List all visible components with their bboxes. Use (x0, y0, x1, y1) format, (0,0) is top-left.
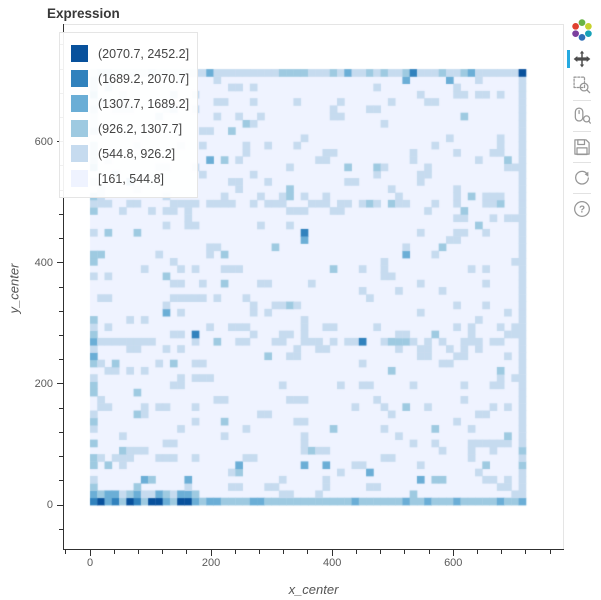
x-major-tick (331, 550, 333, 556)
y-minor-tick (59, 238, 63, 240)
y-axis-line (63, 24, 64, 550)
pan-icon (573, 50, 591, 68)
wheel-zoom-tool-button[interactable] (568, 105, 596, 127)
toolbar: ? (565, 17, 599, 222)
active-tool-indicator (567, 50, 570, 68)
legend-item: (1307.7, 1689.2] (60, 91, 197, 116)
legend-item: (1689.2, 2070.7] (60, 66, 197, 91)
x-minor-tick (186, 550, 188, 554)
bokeh-logo[interactable] (569, 17, 595, 43)
y-major-tick (57, 504, 63, 506)
reset-icon (575, 170, 589, 185)
x-axis-line (63, 549, 564, 550)
plot-title: Expression (47, 6, 120, 21)
x-minor-tick (355, 550, 357, 554)
y-minor-tick (59, 480, 63, 482)
legend-swatch (71, 95, 88, 112)
toolbar-separator (573, 162, 591, 163)
legend-label: (1689.2, 2070.7] (98, 71, 190, 86)
x-minor-tick (307, 550, 309, 554)
x-minor-tick (476, 550, 478, 554)
svg-text:?: ? (579, 204, 585, 215)
x-minor-tick (501, 550, 503, 554)
help-icon: ? (574, 201, 590, 217)
x-major-tick (452, 550, 454, 556)
legend-item: (2070.7, 2452.2] (60, 41, 197, 66)
x-minor-tick (259, 550, 261, 554)
x-minor-tick (283, 550, 285, 554)
y-minor-tick (59, 213, 63, 215)
x-tick-label: 0 (86, 557, 94, 569)
legend-swatch (71, 145, 88, 162)
help-tool-button[interactable]: ? (568, 198, 596, 220)
x-tick-label: 200 (201, 557, 221, 569)
y-minor-tick (59, 407, 63, 409)
toolbar-separator (573, 193, 591, 194)
legend-label: (544.8, 926.2] (98, 146, 176, 161)
legend-label: (2070.7, 2452.2] (98, 46, 190, 61)
x-major-tick (210, 550, 212, 556)
y-tick-label: 400 (34, 256, 53, 269)
reset-tool-button[interactable] (568, 167, 596, 189)
x-minor-tick (404, 550, 406, 554)
pan-tool-button[interactable] (567, 48, 596, 70)
x-minor-tick (525, 550, 527, 554)
legend-item: (926.2, 1307.7] (60, 116, 197, 141)
y-minor-tick (59, 359, 63, 361)
y-major-tick (57, 383, 63, 385)
y-minor-tick (59, 456, 63, 458)
x-minor-tick (137, 550, 139, 554)
x-minor-tick (162, 550, 164, 554)
x-minor-tick (428, 550, 430, 554)
x-minor-tick (65, 550, 67, 554)
legend-swatch (71, 45, 88, 62)
box-zoom-tool-button[interactable] (568, 74, 596, 96)
y-minor-tick (59, 431, 63, 433)
legend-swatch (71, 170, 88, 187)
legend-label: (926.2, 1307.7] (98, 121, 183, 136)
x-axis-title: x_center (288, 582, 339, 597)
y-minor-tick (59, 286, 63, 288)
x-tick-label: 600 (444, 557, 463, 569)
y-tick-label: 600 (34, 135, 53, 148)
y-tick-label: 200 (34, 377, 53, 390)
y-major-tick (57, 262, 63, 264)
y-minor-tick (59, 334, 63, 336)
x-tick-label: 400 (322, 557, 342, 569)
legend-label: (1307.7, 1689.2] (98, 96, 190, 111)
x-minor-tick (549, 550, 551, 554)
legend-item: (544.8, 926.2] (60, 141, 197, 166)
legend-label: [161, 544.8] (98, 171, 165, 186)
toolbar-separator (573, 131, 591, 132)
toolbar-separator (573, 100, 591, 101)
legend-swatch (71, 120, 88, 137)
x-minor-tick (113, 550, 115, 554)
y-minor-tick (59, 310, 63, 312)
legend: (2070.7, 2452.2] (1689.2, 2070.7] (1307.7,… (59, 32, 198, 198)
legend-item: [161, 544.8] (60, 166, 197, 191)
wheel-zoom-icon (574, 107, 591, 124)
save-icon (574, 139, 590, 156)
save-tool-button[interactable] (568, 136, 596, 158)
x-minor-tick (380, 550, 382, 554)
x-major-tick (89, 550, 91, 556)
y-minor-tick (59, 528, 63, 530)
y-axis-title: y_center (6, 263, 22, 314)
y-tick-label: 0 (46, 499, 53, 511)
box-zoom-icon (573, 76, 591, 94)
x-minor-tick (234, 550, 236, 554)
legend-swatch (71, 70, 88, 87)
